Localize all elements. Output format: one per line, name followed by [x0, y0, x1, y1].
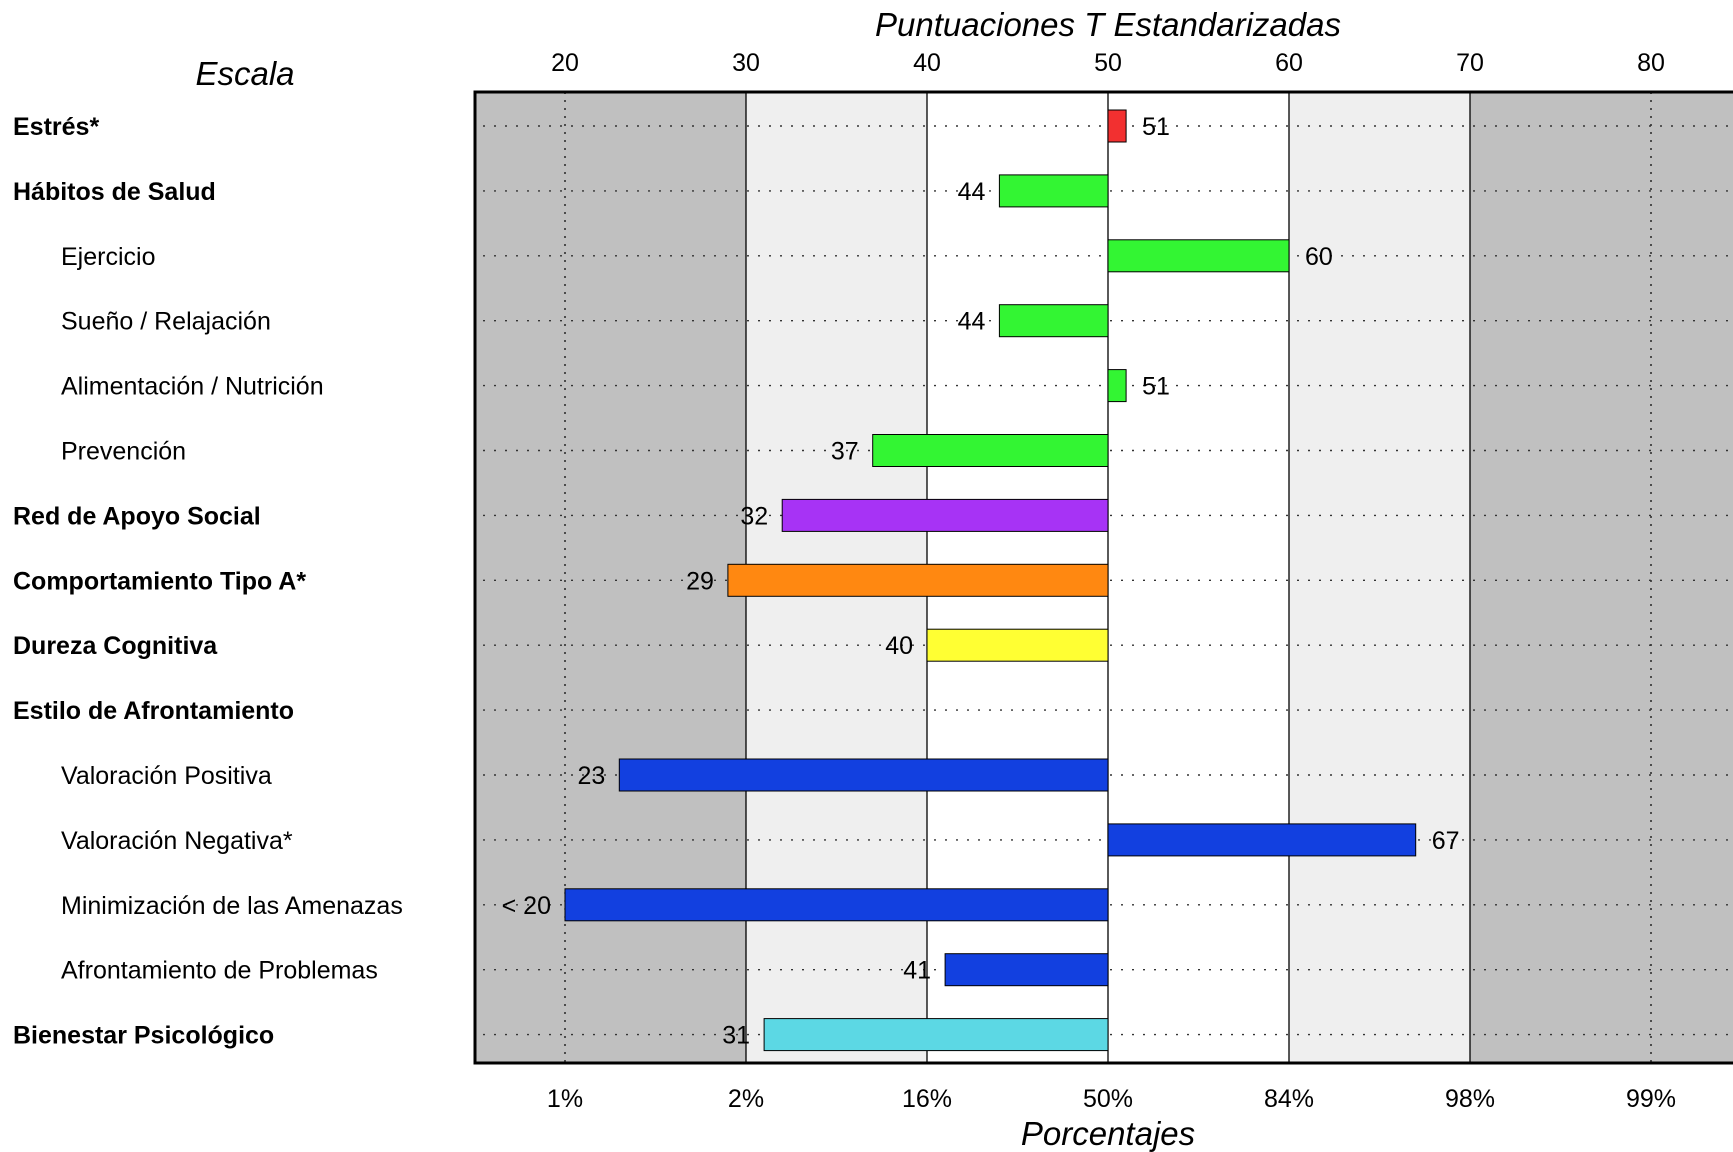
- bar: [998, 174, 1109, 208]
- background-band: [1289, 92, 1470, 1063]
- row-label: Ejercicio: [61, 243, 155, 271]
- bar-value-label: 44: [958, 178, 986, 206]
- row-label: Valoración Positiva: [61, 762, 272, 790]
- row-labels: Estrés* Hábitos de Salud Ejercicio Sueño / …: [13, 113, 403, 1050]
- percentile-label: 2%: [728, 1085, 764, 1113]
- bar-value-label: < 20: [502, 892, 551, 920]
- bars: [564, 109, 1417, 1052]
- bottom-axis-label: Porcentajes: [1021, 1115, 1195, 1152]
- row-label: Prevención: [61, 438, 186, 466]
- percentile-label: 98%: [1445, 1085, 1495, 1113]
- bar-value-label: 41: [903, 957, 931, 985]
- percentile-label: 1%: [547, 1085, 583, 1113]
- bar-value-label: 31: [722, 1022, 750, 1050]
- bar: [926, 628, 1109, 662]
- bar: [781, 498, 1109, 532]
- row-label: Afrontamiento de Problemas: [61, 957, 378, 985]
- percentile-labels: 1% 2% 16% 50% 84% 98% 99%: [547, 1085, 1676, 1113]
- row-label: Estrés*: [13, 113, 99, 141]
- bar: [618, 758, 1109, 792]
- bar-value-label: 67: [1432, 827, 1460, 855]
- bar: [1107, 369, 1127, 403]
- chart-title: Puntuaciones T Estandarizadas: [875, 6, 1341, 43]
- row-label: Hábitos de Salud: [13, 178, 216, 206]
- bar-value-label: 32: [740, 502, 768, 530]
- row-label: Sueño / Relajación: [61, 308, 271, 336]
- percentile-label: 99%: [1626, 1085, 1676, 1113]
- bar: [763, 1018, 1109, 1052]
- bar-value-label: 51: [1142, 113, 1170, 141]
- row-label: Red de Apoyo Social: [13, 502, 261, 530]
- bar: [944, 953, 1109, 987]
- x-tick-label: 20: [551, 49, 579, 77]
- row-label: Valoración Negativa*: [61, 827, 293, 855]
- x-tick-label: 80: [1637, 49, 1665, 77]
- bar-labels: 51 44 60 44 51 37 32 29 40 23 67 < 20 41 31: [502, 113, 1460, 1050]
- percentile-label: 16%: [902, 1085, 952, 1113]
- bar: [1107, 239, 1290, 273]
- bar: [998, 304, 1109, 338]
- bar: [564, 888, 1109, 922]
- row-label: Bienestar Psicológico: [13, 1022, 274, 1050]
- background-band: [1470, 92, 1733, 1063]
- row-label: Comportamiento Tipo A*: [13, 567, 306, 595]
- bar-value-label: 29: [686, 567, 714, 595]
- row-label: Dureza Cognitiva: [13, 632, 218, 660]
- bar: [872, 434, 1109, 467]
- row-label: Minimización de las Amenazas: [61, 892, 403, 920]
- bar: [727, 563, 1109, 597]
- bar-value-label: 37: [831, 438, 859, 466]
- bar: [1107, 823, 1417, 857]
- row-label: Alimentación / Nutrición: [61, 373, 324, 401]
- x-tick-label: 30: [732, 49, 760, 77]
- bar-value-label: 44: [958, 308, 986, 336]
- percentile-label: 50%: [1083, 1085, 1133, 1113]
- x-tick-label: 60: [1275, 49, 1303, 77]
- bar-value-label: 40: [885, 632, 913, 660]
- bar: [1107, 109, 1127, 143]
- row-label: Estilo de Afrontamiento: [13, 697, 294, 725]
- x-tick-label: 70: [1456, 49, 1484, 77]
- bar-value-label: 60: [1305, 243, 1333, 271]
- bar-value-label: 23: [577, 762, 605, 790]
- plot-frame: [473, 90, 1733, 1065]
- x-tick-label: 40: [913, 49, 941, 77]
- percentile-label: 84%: [1264, 1085, 1314, 1113]
- bar-value-label: 51: [1142, 373, 1170, 401]
- x-tick-labels: 20 30 40 50 60 70 80: [551, 49, 1665, 77]
- x-tick-label: 50: [1094, 49, 1122, 77]
- category-header: Escala: [195, 55, 294, 92]
